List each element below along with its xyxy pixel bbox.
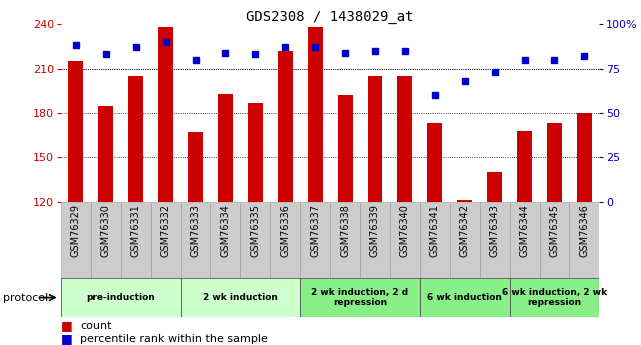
Bar xyxy=(428,124,442,202)
Text: GSM76343: GSM76343 xyxy=(490,204,499,257)
Bar xyxy=(151,202,181,278)
Bar xyxy=(210,202,240,278)
Bar xyxy=(397,76,412,202)
Text: GSM76333: GSM76333 xyxy=(190,204,201,257)
Text: GSM76340: GSM76340 xyxy=(400,204,410,257)
Text: pre-induction: pre-induction xyxy=(87,293,155,302)
Bar xyxy=(91,202,121,278)
Bar xyxy=(271,202,300,278)
Bar xyxy=(569,202,599,278)
Text: GSM76344: GSM76344 xyxy=(520,204,529,257)
Bar xyxy=(367,76,383,202)
Bar xyxy=(181,202,210,278)
Bar xyxy=(510,202,540,278)
Text: 2 wk induction, 2 d
repression: 2 wk induction, 2 d repression xyxy=(312,288,408,307)
Bar xyxy=(330,202,360,278)
Text: count: count xyxy=(80,321,112,331)
Bar xyxy=(158,27,173,202)
Bar xyxy=(181,278,300,317)
Bar xyxy=(61,202,91,278)
Bar xyxy=(360,202,390,278)
Text: ■: ■ xyxy=(61,332,72,345)
Bar xyxy=(577,113,592,202)
Text: percentile rank within the sample: percentile rank within the sample xyxy=(80,334,268,344)
Bar xyxy=(457,200,472,202)
Text: GSM76346: GSM76346 xyxy=(579,204,589,257)
Bar xyxy=(540,202,569,278)
Bar xyxy=(278,51,293,202)
Bar xyxy=(218,94,233,202)
Text: GSM76338: GSM76338 xyxy=(340,204,350,257)
Text: GDS2308 / 1438029_at: GDS2308 / 1438029_at xyxy=(246,10,414,24)
Bar xyxy=(450,202,479,278)
Bar xyxy=(248,102,263,202)
Text: GSM76334: GSM76334 xyxy=(221,204,230,257)
Bar xyxy=(420,202,450,278)
Bar xyxy=(61,278,181,317)
Bar xyxy=(188,132,203,202)
Bar xyxy=(98,106,113,202)
Text: GSM76341: GSM76341 xyxy=(430,204,440,257)
Bar xyxy=(517,131,532,202)
Text: ■: ■ xyxy=(61,319,72,333)
Bar xyxy=(547,124,562,202)
Text: 6 wk induction, 2 wk
repression: 6 wk induction, 2 wk repression xyxy=(502,288,607,307)
Bar xyxy=(338,95,353,202)
Text: 6 wk induction: 6 wk induction xyxy=(428,293,502,302)
Text: GSM76342: GSM76342 xyxy=(460,204,470,257)
Text: GSM76332: GSM76332 xyxy=(161,204,171,257)
Bar xyxy=(300,278,420,317)
Text: GSM76336: GSM76336 xyxy=(280,204,290,257)
Bar xyxy=(510,278,599,317)
Bar xyxy=(479,202,510,278)
Bar xyxy=(128,76,143,202)
Bar xyxy=(240,202,271,278)
Text: GSM76331: GSM76331 xyxy=(131,204,140,257)
Bar xyxy=(390,202,420,278)
Bar xyxy=(420,278,510,317)
Bar xyxy=(69,61,83,202)
Text: 2 wk induction: 2 wk induction xyxy=(203,293,278,302)
Text: protocol: protocol xyxy=(3,293,49,303)
Bar xyxy=(487,172,502,202)
Text: GSM76329: GSM76329 xyxy=(71,204,81,257)
Bar xyxy=(300,202,330,278)
Bar xyxy=(121,202,151,278)
Text: GSM76335: GSM76335 xyxy=(251,204,260,257)
Bar xyxy=(308,27,322,202)
Text: GSM76345: GSM76345 xyxy=(549,204,560,257)
Text: GSM76330: GSM76330 xyxy=(101,204,111,257)
Text: GSM76339: GSM76339 xyxy=(370,204,380,257)
Text: GSM76337: GSM76337 xyxy=(310,204,320,257)
